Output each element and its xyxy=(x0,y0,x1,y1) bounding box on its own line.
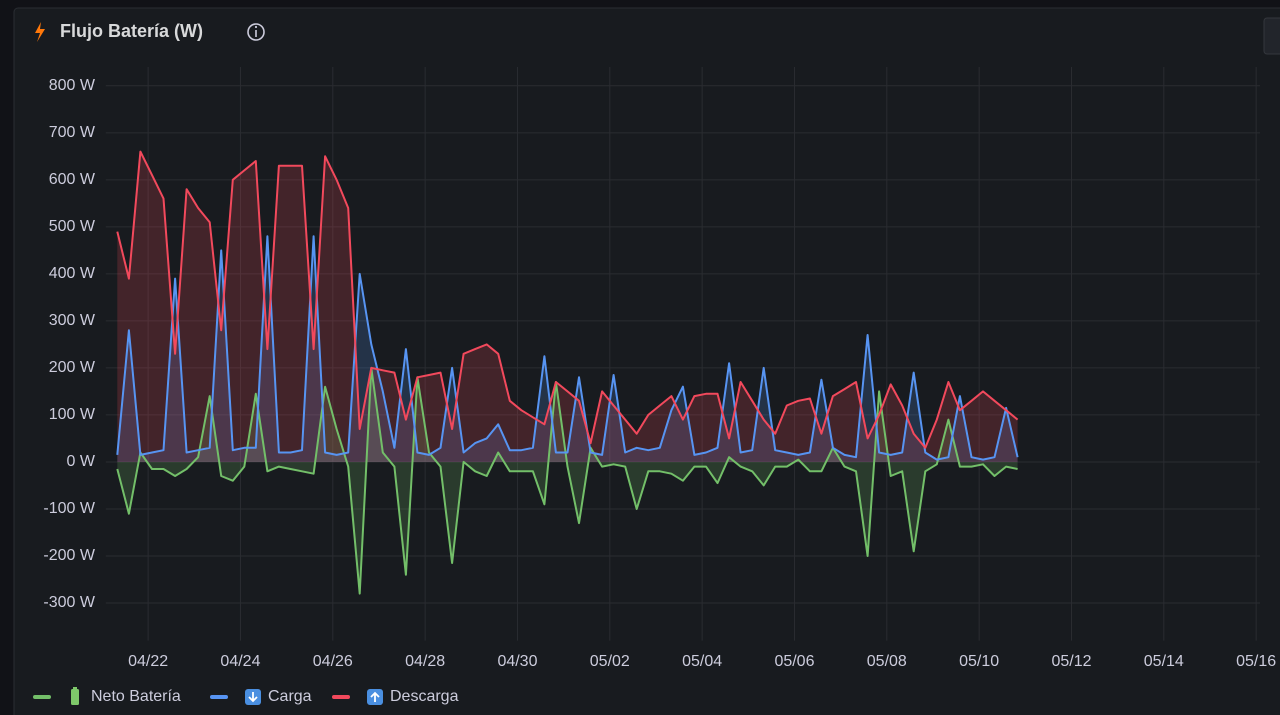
y-tick-label: -200 W xyxy=(43,547,95,564)
series-line xyxy=(116,235,1019,461)
legend-icon-arrow xyxy=(248,692,258,703)
x-tick-label: 04/26 xyxy=(313,653,353,670)
y-tick-label: 500 W xyxy=(49,218,96,235)
y-tick-label: 0 W xyxy=(67,453,96,470)
legend-icon xyxy=(71,689,79,705)
x-tick-label: 05/08 xyxy=(867,653,907,670)
y-tick-label: 400 W xyxy=(49,265,96,282)
chart-title: Flujo Batería (W) xyxy=(60,21,203,41)
legend-swatch xyxy=(210,695,228,699)
legend-label: Carga xyxy=(268,688,312,705)
y-tick-label: -300 W xyxy=(43,594,95,611)
y-tick-label: 300 W xyxy=(49,312,96,329)
legend-label: Neto Batería xyxy=(91,688,181,705)
x-tick-label: 04/28 xyxy=(405,653,445,670)
legend-item[interactable]: Carga xyxy=(210,688,312,705)
x-tick-label: 05/14 xyxy=(1144,653,1184,670)
y-tick-label: 100 W xyxy=(49,406,96,423)
legend-label: Descarga xyxy=(390,688,459,705)
x-tick-label: 05/16 xyxy=(1236,653,1276,670)
y-tick-label: 200 W xyxy=(49,359,96,376)
y-tick-label: 600 W xyxy=(49,171,96,188)
series-area xyxy=(117,151,1018,462)
y-tick-label: 700 W xyxy=(49,124,96,141)
legend-swatch xyxy=(33,695,51,699)
grid: -300 W -200 W -100 W 0 W 100 W 200 W 300 W 400 … xyxy=(43,67,1276,670)
x-tick-label: 04/30 xyxy=(497,653,537,670)
panel xyxy=(13,7,1280,715)
legend-icon-cap xyxy=(73,687,77,689)
info-dot xyxy=(254,25,258,29)
x-tick-label: 05/10 xyxy=(959,653,999,670)
legend-item[interactable]: Descarga xyxy=(332,688,459,705)
legend-swatch xyxy=(332,695,350,699)
menu-button[interactable] xyxy=(1263,17,1280,55)
series-line xyxy=(116,366,1018,595)
legend: Neto Batería Carga Descarga xyxy=(33,687,459,705)
info-icon[interactable] xyxy=(247,23,265,41)
info-circle xyxy=(247,23,265,41)
y-tick-label: -100 W xyxy=(43,500,95,517)
x-tick-label: 04/24 xyxy=(220,653,260,670)
series-line xyxy=(116,150,1019,449)
y-tick-label: 800 W xyxy=(49,77,96,94)
legend-icon-arrow xyxy=(370,691,380,702)
x-tick-label: 04/22 xyxy=(128,653,168,670)
legend-item[interactable]: Neto Batería xyxy=(33,687,181,705)
plot xyxy=(116,150,1019,595)
x-tick-label: 05/04 xyxy=(682,653,722,670)
x-tick-label: 05/06 xyxy=(774,653,814,670)
x-tick-label: 05/02 xyxy=(590,653,630,670)
title-icon xyxy=(35,22,45,42)
x-tick-label: 05/12 xyxy=(1051,653,1091,670)
